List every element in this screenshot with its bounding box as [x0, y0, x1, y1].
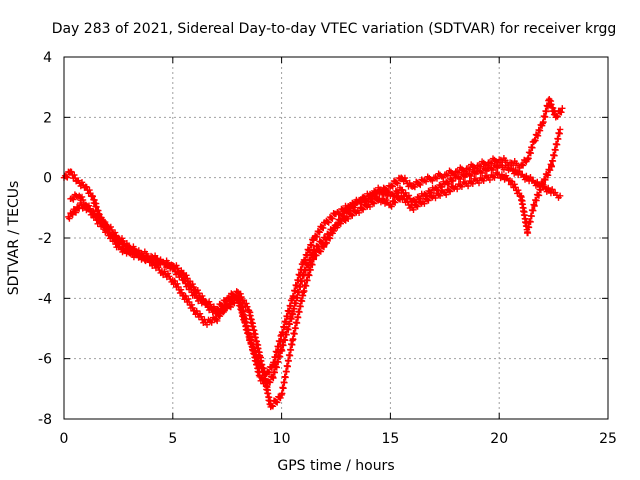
y-tick-label: -2: [38, 231, 52, 247]
y-tick-label: 4: [43, 50, 52, 66]
x-tick-label: 15: [381, 431, 399, 447]
tick-layer: 0 5 10 15 20 25 -8 -6 -4 -2 0 2 4: [38, 50, 617, 447]
x-tick-label: 5: [168, 431, 177, 447]
series-trail: [68, 97, 565, 410]
x-axis-label: GPS time / hours: [277, 458, 394, 474]
x-tick-label: 10: [273, 431, 291, 447]
data-layer: [60, 96, 566, 411]
y-tick-label: 2: [43, 110, 52, 126]
y-axis-label: SDTVAR / TECUs: [6, 181, 22, 296]
x-tick-label: 25: [599, 431, 617, 447]
y-tick-label: -6: [38, 352, 52, 368]
x-tick-label: 20: [490, 431, 508, 447]
x-tick-label: 0: [60, 431, 69, 447]
y-tick-label: 0: [43, 171, 52, 187]
grid-layer: [64, 57, 608, 419]
series-track-c: [67, 96, 566, 411]
y-tick-label: -8: [38, 412, 52, 428]
chart-title: Day 283 of 2021, Sidereal Day-to-day VTE…: [52, 21, 617, 37]
y-tick-label: -4: [38, 291, 52, 307]
plot-frame: [63, 56, 609, 420]
